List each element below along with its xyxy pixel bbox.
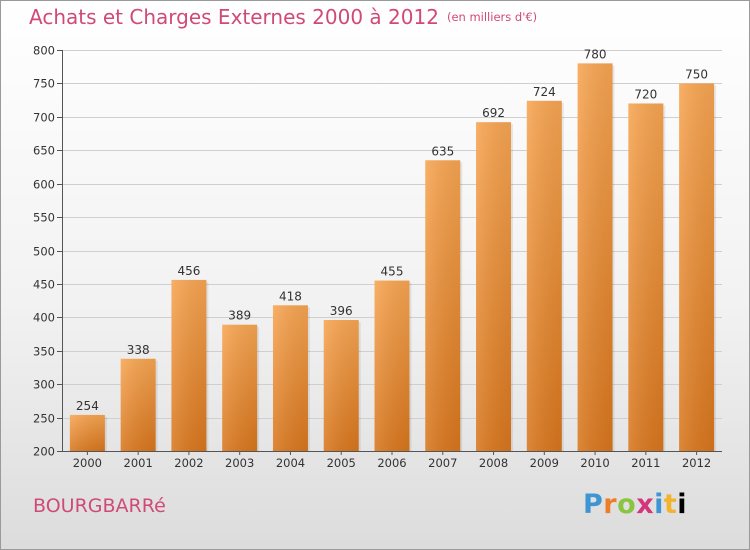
y-tick-label: 750: [33, 77, 55, 91]
x-tick-label: 2005: [327, 456, 356, 470]
bar-highlight: [272, 305, 308, 451]
y-tick-label: 200: [33, 445, 55, 459]
x-tick-label: 2011: [631, 456, 660, 470]
x-tick-label: 2007: [428, 456, 457, 470]
x-tick-label: 2004: [276, 456, 305, 470]
x-tick-label: 2003: [225, 456, 254, 470]
data-label: 692: [482, 106, 505, 120]
y-tick-label: 500: [33, 245, 55, 259]
proxiti-logo[interactable]: Proxiti: [583, 489, 688, 520]
data-label: 254: [76, 399, 99, 413]
x-tick-label: 2001: [124, 456, 153, 470]
axes: 200 250 300 350 400 450 500 550 600 650 700 750 800 2…: [33, 44, 722, 470]
y-tick-label: 550: [33, 211, 55, 225]
data-labels: 254 338 456 389 418 396 455 635 692 724 780 720 750: [76, 47, 708, 413]
y-tick-label: 650: [33, 144, 55, 158]
town-name: BOURGBARRé: [33, 495, 166, 517]
data-label: 338: [127, 343, 150, 357]
bar-highlight: [120, 358, 156, 451]
y-tick-label: 300: [33, 378, 55, 392]
x-tick-label: 2000: [73, 456, 102, 470]
bar-highlight: [171, 279, 207, 451]
data-label: 720: [634, 87, 657, 101]
chart-title-text: Achats et Charges Externes 2000 à 2012: [29, 5, 439, 29]
bar-highlight: [69, 414, 105, 451]
bar-highlight: [323, 320, 359, 451]
x-tick-label: 2002: [174, 456, 203, 470]
chart-title: Achats et Charges Externes 2000 à 2012 (e…: [29, 5, 537, 29]
bar-highlight: [374, 280, 410, 451]
bar-highlight: [526, 100, 562, 451]
bar-highlight: [425, 160, 461, 451]
x-tick-label: 2009: [530, 456, 559, 470]
y-tick-label: 450: [33, 278, 55, 292]
data-label: 418: [279, 289, 302, 303]
data-label: 635: [431, 144, 454, 158]
data-label: 389: [228, 309, 251, 323]
y-tick-label: 800: [33, 44, 55, 58]
data-label: 750: [685, 67, 708, 81]
y-tick-label: 400: [33, 311, 55, 325]
y-tick-label: 700: [33, 111, 55, 125]
y-tick-label: 250: [33, 412, 55, 426]
y-tick-label: 350: [33, 345, 55, 359]
x-tick-label: 2006: [377, 456, 406, 470]
data-label: 780: [584, 47, 607, 61]
data-label: 396: [330, 304, 353, 318]
chart-subtitle: (en milliers d'€): [446, 10, 538, 24]
bar-highlight: [577, 63, 613, 451]
x-tick-label: 2008: [479, 456, 508, 470]
bar-highlight: [679, 83, 715, 452]
data-label: 724: [533, 85, 556, 99]
y-tick-label: 600: [33, 178, 55, 192]
bars: [69, 63, 717, 452]
data-label: 456: [177, 264, 200, 278]
x-tick-label: 2010: [580, 456, 609, 470]
bar-highlight: [222, 324, 258, 451]
data-label: 455: [381, 265, 404, 279]
x-tick-label: 2012: [682, 456, 711, 470]
bar-highlight: [628, 103, 664, 451]
bar-highlight: [476, 122, 512, 452]
